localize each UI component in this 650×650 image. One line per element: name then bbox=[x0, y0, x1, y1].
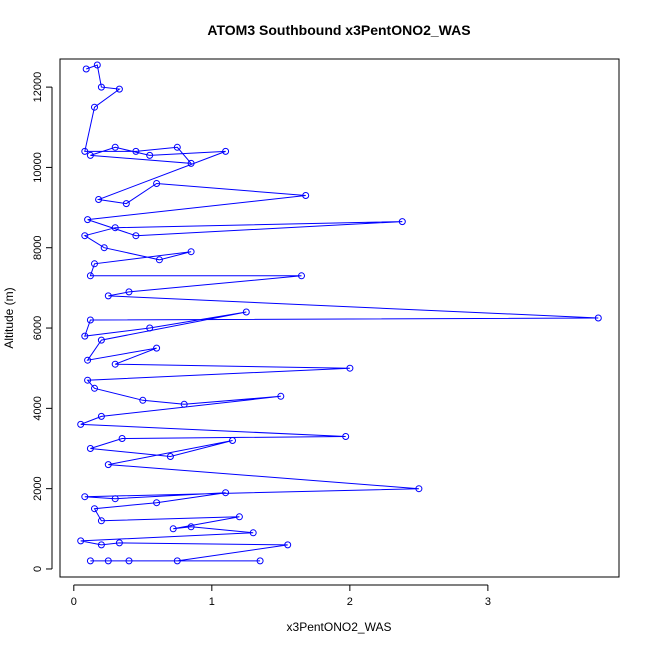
data-point bbox=[82, 65, 90, 73]
data-point bbox=[86, 445, 94, 452]
data-point bbox=[187, 523, 195, 531]
plot-frame bbox=[59, 58, 620, 578]
data-point bbox=[146, 324, 154, 332]
data-point bbox=[97, 517, 105, 525]
data-point bbox=[222, 489, 230, 497]
x-axis: 0 1 2 3 bbox=[71, 584, 491, 608]
data-point bbox=[125, 288, 133, 296]
chart-title: ATOM3 Southbound x3PentONO2_WAS bbox=[207, 22, 470, 38]
data-point bbox=[398, 218, 406, 226]
y-tick-label: 12000 bbox=[32, 72, 44, 103]
y-tick-label: 2000 bbox=[32, 476, 44, 500]
data-point bbox=[222, 147, 230, 155]
data-point bbox=[97, 83, 105, 91]
data-point bbox=[97, 336, 105, 344]
data-point bbox=[153, 180, 161, 187]
data-point bbox=[146, 151, 154, 159]
data-point bbox=[187, 248, 195, 256]
data-point bbox=[81, 147, 89, 155]
data-point bbox=[84, 356, 92, 364]
data-point bbox=[139, 396, 147, 404]
data-point bbox=[166, 453, 174, 460]
y-tick-label: 6000 bbox=[32, 316, 44, 340]
data-point bbox=[97, 412, 105, 420]
data-point bbox=[284, 541, 292, 549]
data-point bbox=[91, 260, 98, 268]
data-point bbox=[77, 420, 85, 428]
data-point bbox=[180, 400, 188, 408]
data-point bbox=[111, 495, 119, 503]
data-point bbox=[86, 151, 94, 159]
data-point bbox=[111, 224, 119, 232]
data-point bbox=[594, 314, 602, 322]
data-point bbox=[81, 232, 89, 240]
data-point bbox=[415, 485, 423, 493]
data-point bbox=[153, 499, 161, 507]
data-point bbox=[229, 437, 236, 444]
data-point bbox=[86, 557, 94, 565]
x-tick-label: 1 bbox=[209, 596, 215, 608]
data-point bbox=[104, 461, 112, 469]
data-point bbox=[81, 493, 89, 501]
data-point bbox=[132, 147, 140, 155]
data-point bbox=[173, 557, 181, 565]
data-point bbox=[93, 61, 101, 69]
y-tick-label: 0 bbox=[32, 566, 44, 572]
x-tick-label: 3 bbox=[485, 596, 491, 608]
x-tick-label: 0 bbox=[71, 596, 77, 608]
data-point bbox=[86, 272, 94, 280]
data-point bbox=[249, 529, 257, 537]
y-tick-label: 10000 bbox=[32, 152, 44, 183]
y-tick-label: 4000 bbox=[32, 396, 44, 420]
data-point bbox=[122, 200, 130, 208]
y-tick-label: 8000 bbox=[32, 235, 44, 259]
data-point bbox=[104, 292, 112, 300]
data-point bbox=[342, 433, 350, 440]
data-point bbox=[91, 505, 98, 513]
data-point bbox=[302, 192, 310, 199]
data-point bbox=[153, 344, 161, 352]
data-point bbox=[84, 376, 92, 384]
data-point bbox=[91, 384, 98, 392]
data-point bbox=[111, 143, 119, 151]
data-point bbox=[115, 85, 123, 93]
data-point bbox=[256, 557, 264, 565]
data-point bbox=[235, 513, 243, 521]
y-axis: 0 2000 4000 6000 8000 10000 12000 bbox=[32, 72, 53, 572]
x-tick-label: 2 bbox=[347, 596, 353, 608]
data-point bbox=[118, 435, 126, 442]
data-point bbox=[86, 316, 94, 324]
y-axis-label: Altitude (m) bbox=[2, 287, 16, 348]
data-point bbox=[125, 557, 133, 565]
data-point bbox=[242, 308, 250, 316]
data-point bbox=[91, 103, 98, 111]
data-point bbox=[97, 541, 105, 549]
data-point bbox=[298, 272, 305, 280]
data-point bbox=[173, 143, 181, 151]
data-point bbox=[132, 232, 140, 240]
data-point bbox=[84, 216, 92, 224]
data-point bbox=[187, 159, 195, 167]
series-line bbox=[80, 64, 599, 562]
series-layer bbox=[77, 61, 602, 565]
data-point bbox=[115, 539, 123, 547]
data-point bbox=[155, 256, 163, 264]
data-point bbox=[104, 557, 112, 565]
data-point bbox=[277, 392, 285, 400]
data-point bbox=[77, 537, 85, 545]
data-point bbox=[100, 244, 108, 252]
data-point bbox=[111, 360, 119, 368]
data-point bbox=[81, 332, 89, 340]
data-point bbox=[346, 364, 354, 372]
x-axis-label: x3PentONO2_WAS bbox=[287, 620, 392, 634]
data-point bbox=[169, 525, 177, 533]
data-point bbox=[95, 196, 103, 203]
